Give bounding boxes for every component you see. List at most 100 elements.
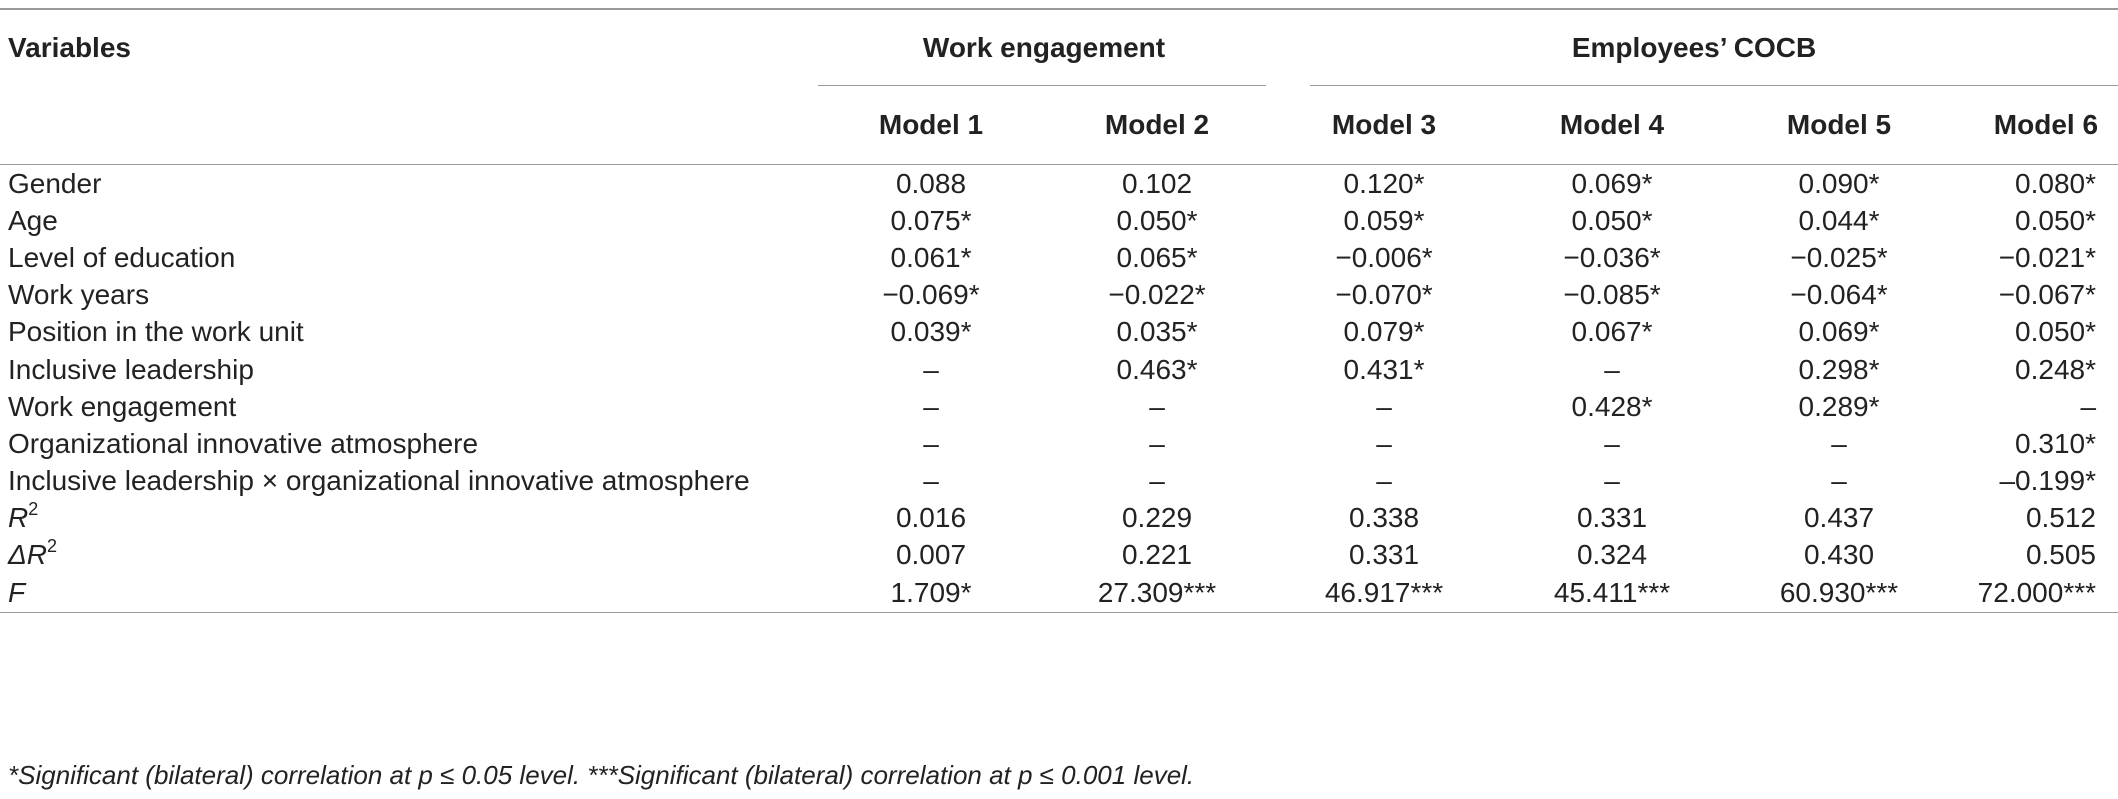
table-row: Organizational innovative atmosphere – – – –… bbox=[0, 425, 2118, 462]
table-cell: 0.069* bbox=[1571, 167, 1653, 199]
row-label-text: Inclusive leadership bbox=[8, 353, 254, 385]
table-cell: 0.221 bbox=[1121, 539, 1193, 571]
table-row: Age 0.075* 0.050* 0.059* 0.050* 0.044* 0.050* bbox=[0, 202, 2118, 239]
table-footnote: *Significant (bilateral) correlation at … bbox=[8, 760, 1195, 790]
row-label: Inclusive leadership bbox=[0, 351, 818, 388]
table-cell: – bbox=[1604, 465, 1620, 497]
table-cell: −0.022* bbox=[1108, 279, 1206, 311]
table-cell: 27.309*** bbox=[1044, 574, 1271, 614]
group-header-work-engagement-label: Work engagement bbox=[922, 32, 1166, 63]
table-row: Inclusive leadership – 0.463* 0.431* – 0.298*… bbox=[0, 351, 2118, 388]
table-cell: 0.298* bbox=[1798, 353, 1880, 385]
table-cell: 0.061* bbox=[890, 241, 972, 273]
table-cell: 0.090* bbox=[1798, 167, 1880, 199]
row-label-text: Organizational innovative atmosphere bbox=[8, 427, 479, 459]
table-row: Work engagement – – – 0.428* 0.289* – bbox=[0, 388, 2118, 425]
table-cell: – bbox=[1831, 465, 1847, 497]
table-cell: 1.709* bbox=[818, 574, 1044, 614]
table-row: Gender 0.088 0.102 0.120* 0.069* 0.090* 0.080* bbox=[0, 165, 2118, 203]
table-cell: – bbox=[1604, 353, 1620, 385]
table-cell: 45.411*** bbox=[1498, 574, 1727, 614]
model-header: Model 1 bbox=[818, 86, 1044, 165]
row-label-text: ΔR bbox=[8, 539, 48, 571]
row-label: Work years bbox=[0, 277, 818, 314]
table-cell: 0.331 bbox=[1576, 502, 1648, 534]
table-cell: −0.069* bbox=[882, 279, 980, 311]
table-cell: 0.120* bbox=[1343, 167, 1425, 199]
table-row: Position in the work unit 0.039* 0.035* 0.0… bbox=[0, 314, 2118, 351]
row-label: Work engagement bbox=[0, 388, 818, 425]
table-cell: 0.428* bbox=[1571, 390, 1653, 422]
table-cell: 0.331 bbox=[1348, 539, 1420, 571]
table-cell: 0.289* bbox=[1798, 390, 1880, 422]
row-label: ΔR2 bbox=[0, 537, 818, 574]
table-cell: – bbox=[923, 353, 939, 385]
model-header: Model 5 bbox=[1726, 86, 1953, 165]
regression-table: Variables Work engagement Employees’ COC… bbox=[0, 8, 2118, 614]
table-cell: 0.069* bbox=[1798, 316, 1880, 348]
table-cell: 46.917*** bbox=[1270, 574, 1499, 614]
table-cell: – bbox=[923, 390, 939, 422]
table-cell: 0.007 bbox=[895, 539, 967, 571]
model-header: Model 6 bbox=[1952, 86, 2118, 165]
table-cell: 0.088 bbox=[895, 167, 967, 199]
table-cell: −0.025* bbox=[1790, 241, 1888, 273]
row-label-text: Gender bbox=[8, 167, 102, 199]
model-header-row: Model 1 Model 2 Model 3 Model 4 Model 5 … bbox=[0, 86, 2118, 165]
table-cell: 0.431* bbox=[1343, 353, 1425, 385]
table-cell: – bbox=[2080, 390, 2097, 422]
table-cell: −0.036* bbox=[1563, 241, 1661, 273]
table-cell: 0.065* bbox=[1116, 241, 1198, 273]
table-cell: 72.000*** bbox=[1952, 574, 2118, 614]
group-rule bbox=[1310, 85, 2118, 86]
table-cell: – bbox=[1376, 427, 1392, 459]
row-label-text: Work engagement bbox=[8, 390, 237, 422]
table-cell: 0.044* bbox=[1798, 204, 1880, 236]
table-cell: 0.430 bbox=[1803, 539, 1875, 571]
table-row: Work years −0.069* −0.022* −0.070* −0.085* −0… bbox=[0, 277, 2118, 314]
group-header-work-engagement: Work engagement bbox=[818, 8, 1271, 86]
table-cell: 0.229 bbox=[1121, 502, 1193, 534]
table-body: Gender 0.088 0.102 0.120* 0.069* 0.090* 0.080*… bbox=[0, 165, 2118, 614]
row-label: Age bbox=[0, 202, 818, 239]
row-label: F bbox=[0, 574, 818, 614]
table-cell: 0.059* bbox=[1343, 204, 1425, 236]
group-rule bbox=[818, 85, 1267, 86]
table-cell: 0.437 bbox=[1803, 502, 1875, 534]
table-cell: 0.080* bbox=[2015, 167, 2097, 199]
table-cell: 0.050* bbox=[1571, 204, 1653, 236]
table-cell: 0.512 bbox=[2025, 502, 2097, 534]
row-label-text: F bbox=[8, 576, 26, 608]
table-cell: −0.085* bbox=[1563, 279, 1661, 311]
table-row: ΔR2 0.007 0.221 0.331 0.324 0.430 0.505 bbox=[0, 537, 2118, 574]
table-cell: 60.930*** bbox=[1726, 574, 1953, 614]
table-row: F 1.709* 27.309*** 46.917*** 45.411*** 60.930… bbox=[0, 574, 2118, 614]
group-header-cocb-label: Employees’ COCB bbox=[1571, 32, 1817, 63]
row-label: Organizational innovative atmosphere bbox=[0, 425, 818, 462]
table-cell: 0.050* bbox=[2015, 204, 2097, 236]
table-cell: 0.067* bbox=[1571, 316, 1653, 348]
table-row: Inclusive leadership × organizational in… bbox=[0, 463, 2118, 500]
table-cell: 0.039* bbox=[890, 316, 972, 348]
variables-header: Variables bbox=[0, 8, 818, 86]
row-label: Level of education bbox=[0, 239, 818, 276]
table-cell: – bbox=[923, 427, 939, 459]
table-cell: – bbox=[1149, 427, 1165, 459]
row-label: Position in the work unit bbox=[0, 314, 818, 351]
table-cell: 0.463* bbox=[1116, 353, 1198, 385]
table-cell: 0.075* bbox=[890, 204, 972, 236]
row-label-text: Position in the work unit bbox=[8, 316, 304, 348]
table-cell: – bbox=[1149, 465, 1165, 497]
table-cell: –0.199* bbox=[1999, 465, 2097, 497]
table-cell: 0.310* bbox=[2015, 427, 2097, 459]
table-row: R2 0.016 0.229 0.338 0.331 0.437 0.512 bbox=[0, 500, 2118, 537]
table-cell: – bbox=[1604, 427, 1620, 459]
table-cell: 0.248* bbox=[2015, 353, 2097, 385]
table-cell: 0.035* bbox=[1116, 316, 1198, 348]
row-label-text: Work years bbox=[8, 279, 150, 311]
model-header: Model 2 bbox=[1044, 86, 1271, 165]
row-label-text: Age bbox=[8, 204, 58, 236]
model-header: Model 4 bbox=[1498, 86, 1727, 165]
table-cell: −0.070* bbox=[1335, 279, 1433, 311]
